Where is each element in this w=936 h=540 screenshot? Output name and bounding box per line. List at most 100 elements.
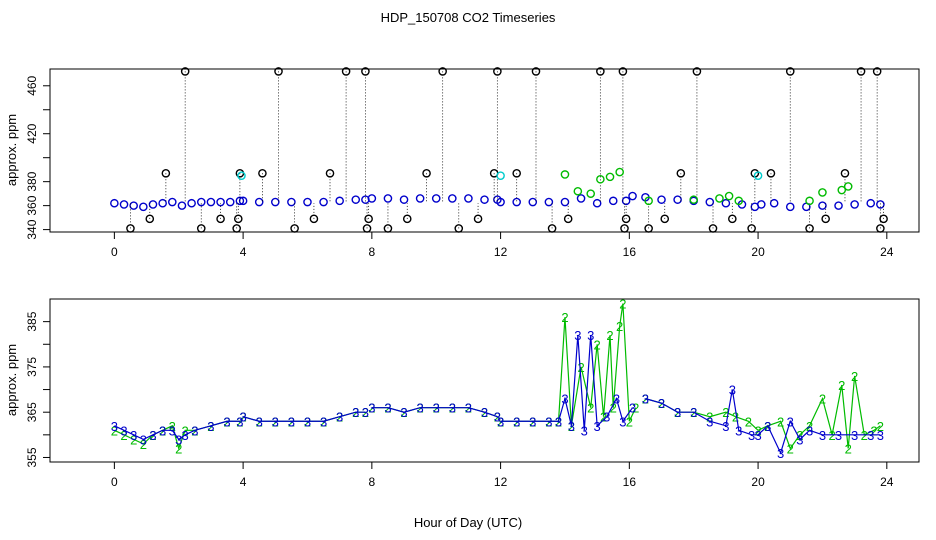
data-point: 3 (642, 392, 649, 407)
data-point: 3 (658, 396, 665, 411)
data-point: 3 (494, 410, 501, 425)
data-point: 3 (796, 432, 803, 447)
data-point (592, 198, 602, 208)
data-point: 3 (819, 428, 826, 443)
series-line (371, 407, 498, 418)
top-y-axis-label: approx. ppm (4, 114, 19, 186)
data-point (872, 67, 882, 76)
data-point (531, 67, 541, 76)
data-point: 3 (304, 414, 311, 429)
data-point: 2 (175, 441, 182, 456)
data-point (805, 196, 814, 206)
data-point: 3 (182, 428, 189, 443)
data-point (258, 168, 267, 178)
data-point: 2 (494, 410, 501, 425)
data-point (422, 168, 431, 178)
data-point (753, 171, 763, 180)
data-point (177, 201, 187, 210)
data-point (110, 198, 119, 208)
data-point (139, 202, 148, 212)
data-point: 3 (581, 423, 588, 438)
data-point (879, 214, 888, 224)
data-point (721, 198, 731, 208)
data-point: 2 (561, 310, 568, 325)
data-point: 3 (722, 419, 729, 434)
data-point: 2 (754, 423, 761, 438)
data-point: 2 (594, 337, 601, 352)
data-point (528, 197, 538, 207)
data-point (644, 224, 653, 233)
data-point: 3 (400, 405, 407, 420)
data-point (728, 214, 737, 224)
data-point (145, 214, 155, 224)
data-point: 3 (806, 423, 813, 438)
data-point: 2 (845, 441, 852, 456)
data-point: 2 (838, 378, 845, 393)
data-point (769, 198, 779, 208)
data-point: 2 (169, 419, 176, 434)
data-point: 3 (513, 414, 520, 429)
data-point: 2 (851, 369, 858, 384)
data-point (840, 168, 850, 178)
data-point (216, 214, 225, 224)
chart-title: HDP_150708 CO2 Timeseries (381, 10, 556, 25)
data-point: 2 (577, 360, 584, 375)
bottom-x-axis: 0 4 8 12 16 20 24 (111, 461, 894, 489)
data-point (544, 197, 554, 207)
data-point (464, 194, 473, 203)
data-point (448, 194, 457, 203)
data-point (866, 198, 876, 208)
data-point: 3 (336, 410, 343, 425)
data-point: 3 (120, 423, 127, 438)
data-point (287, 197, 296, 207)
y-tick-label: 385 (25, 311, 39, 331)
x-tick-label: 0 (111, 245, 118, 259)
data-point (692, 67, 702, 76)
data-point (876, 224, 885, 233)
data-point (615, 167, 624, 177)
data-point: 3 (417, 401, 424, 416)
data-point (689, 195, 699, 204)
data-point (676, 168, 686, 178)
data-point: 3 (619, 414, 626, 429)
data-point: 2 (632, 401, 639, 416)
data-point (158, 198, 167, 208)
y-tick-label: 380 (25, 171, 39, 191)
x-axis-label: Hour of Day (UTC) (414, 515, 522, 530)
series-line (500, 335, 634, 431)
data-point (621, 214, 631, 224)
data-point (351, 195, 361, 204)
data-point: 2 (806, 419, 813, 434)
data-point (596, 67, 605, 76)
data-point (563, 214, 573, 224)
data-point (274, 67, 283, 76)
data-point (168, 197, 177, 207)
y-tick-label: 460 (25, 75, 39, 95)
x-tick-label: 12 (494, 475, 508, 489)
data-point (708, 224, 718, 233)
data-point (237, 171, 246, 180)
data-point (180, 67, 190, 76)
data-point: 3 (674, 405, 681, 420)
data-point (843, 182, 853, 191)
data-point (496, 171, 505, 180)
data-point (818, 201, 827, 210)
data-point (856, 67, 866, 76)
data-point (335, 196, 344, 206)
data-point (573, 186, 583, 196)
data-point (402, 214, 412, 224)
x-tick-label: 4 (240, 475, 247, 489)
x-tick-label: 4 (240, 245, 247, 259)
data-point: 3 (613, 392, 620, 407)
data-point (644, 196, 653, 206)
data-point (148, 200, 158, 209)
data-point: 3 (574, 328, 581, 343)
data-point: 2 (616, 319, 623, 334)
top-plot-frame (49, 68, 920, 233)
data-point (805, 224, 814, 233)
data-point: 3 (529, 414, 536, 429)
data-point: 2 (568, 419, 575, 434)
series-line (645, 389, 881, 455)
data-point: 2 (745, 414, 752, 429)
x-tick-label: 12 (494, 245, 508, 259)
